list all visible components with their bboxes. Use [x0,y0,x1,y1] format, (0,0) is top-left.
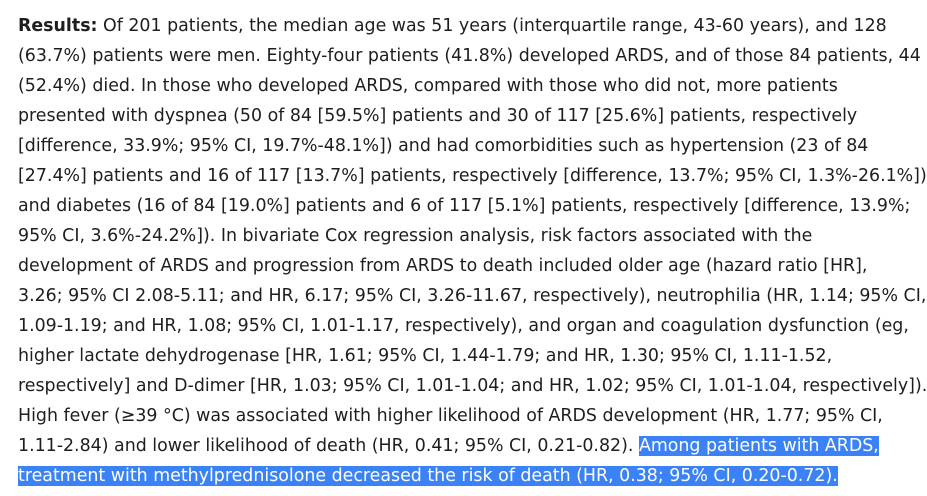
text-line-2: (63.7%) patients were men. Eighty-four p… [18,46,921,66]
results-label: Results: [18,16,98,36]
text-line-11: 1.09-1.19; and HR, 1.08; 95% CI, 1.01-1.… [18,316,909,336]
text-line-12: higher lactate dehydrogenase [HR, 1.61; … [18,346,833,366]
text-line-10: 3.26; 95% CI 2.08-5.11; and HR, 6.17; 95… [18,286,927,306]
text-line-7: and diabetes (16 of 84 [19.0%] patients … [18,196,911,216]
text-line-6: [27.4%] patients and 16 of 117 [13.7%] p… [18,166,927,186]
selected-text-continued[interactable]: treatment with methylprednisolone decrea… [18,466,838,486]
text-line-1-body: Of 201 patients, the median age was 51 y… [97,16,887,36]
text-line-3: (52.4%) died. In those who developed ARD… [18,76,838,96]
text-line-14: High fever (≥39 °C) was associated with … [18,406,883,426]
text-line-15: 1.11-2.84) and lower likelihood of death… [18,431,927,461]
text-line-9: development of ARDS and progression from… [18,256,868,276]
text-line-5: [difference, 33.9%; 95% CI, 19.7%-48.1%]… [18,136,869,156]
text-line-13: respectively] and D-dimer [HR, 1.03; 95%… [18,376,927,396]
selected-text[interactable]: Among patients with ARDS, [638,436,879,456]
text-line-16: treatment with methylprednisolone decrea… [18,461,927,491]
text-line-8: 95% CI, 3.6%-24.2%]). In bivariate Cox r… [18,226,813,246]
text-line-4: presented with dyspnea (50 of 84 [59.5%]… [18,106,858,126]
text-line-15-plain: 1.11-2.84) and lower likelihood of death… [18,436,639,456]
text-line-1: Results: Of 201 patients, the median age… [18,11,927,41]
